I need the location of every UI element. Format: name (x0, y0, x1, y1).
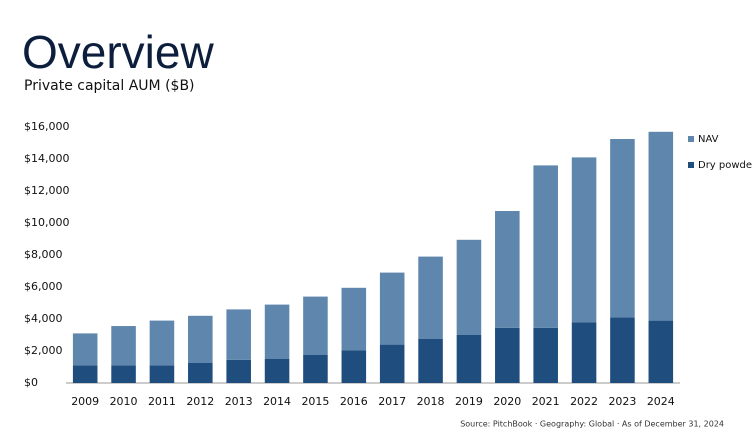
bar-segment (72, 333, 98, 366)
x-tick-label: 2024 (647, 395, 675, 408)
x-tick-label: 2011 (148, 395, 176, 408)
x-tick-label: 2023 (608, 395, 636, 408)
bar-segment (379, 272, 405, 345)
bar-segment (610, 317, 635, 383)
bar-segment (495, 327, 520, 383)
bar-segment (418, 256, 443, 339)
x-tick-label: 2013 (225, 395, 253, 408)
legend-label: NAV (698, 134, 719, 145)
bar-segment (341, 350, 367, 383)
y-tick-label: $8,000 (24, 248, 63, 261)
bar-segment (495, 211, 520, 328)
x-tick-label: 2016 (340, 395, 368, 408)
bar-segment (303, 296, 328, 355)
bar-segment (379, 344, 405, 383)
x-tick-label: 2021 (532, 395, 560, 408)
x-tick-label: 2018 (417, 395, 445, 408)
bar-segment (264, 304, 290, 359)
x-tick-label: 2017 (378, 395, 406, 408)
x-tick-label: 2020 (493, 395, 521, 408)
bar-segment (571, 322, 597, 383)
bar-segment (341, 287, 367, 351)
y-tick-label: $4,000 (24, 312, 63, 325)
bar-segment (303, 355, 328, 383)
bar-segment (533, 165, 558, 328)
y-tick-label: $6,000 (24, 280, 63, 293)
bar-segment (111, 365, 136, 383)
y-tick-label: $2,000 (24, 344, 63, 357)
legend-label: Dry powder (698, 160, 752, 171)
bar-segment (648, 131, 674, 321)
x-tick-label: 2012 (186, 395, 214, 408)
legend-swatch (688, 136, 694, 142)
x-tick-label: 2022 (570, 395, 598, 408)
bar-segment (648, 320, 674, 383)
y-tick-label: $12,000 (24, 184, 70, 197)
bar-segment (610, 139, 635, 318)
bar-segment (226, 309, 251, 360)
x-tick-label: 2019 (455, 395, 483, 408)
legend-swatch (688, 162, 694, 168)
y-tick-label: $10,000 (24, 216, 70, 229)
bar-segment (456, 239, 482, 335)
bar-segment (226, 359, 251, 383)
bar-segment (72, 365, 98, 383)
bar-segment (533, 327, 558, 383)
bar-segment (188, 363, 213, 383)
x-tick-label: 2009 (71, 395, 99, 408)
bar-segment (571, 157, 597, 323)
chart-title: Overview (22, 26, 214, 78)
bar-segment (149, 320, 175, 366)
bar-segment (456, 335, 482, 383)
y-tick-label: $14,000 (24, 152, 70, 165)
chart-subtitle: Private capital AUM ($B) (24, 78, 195, 94)
x-tick-label: 2015 (301, 395, 329, 408)
x-tick-label: 2014 (263, 395, 291, 408)
bar-segment (149, 365, 175, 383)
bar-segment (264, 359, 290, 383)
bar-segment (418, 339, 443, 383)
y-tick-label: $16,000 (24, 120, 70, 133)
bar-segment (188, 315, 213, 363)
x-tick-label: 2010 (110, 395, 138, 408)
y-tick-label: $0 (24, 376, 38, 389)
bar-segment (111, 326, 136, 366)
source-note: Source: PitchBook · Geography: Global · … (460, 420, 724, 429)
